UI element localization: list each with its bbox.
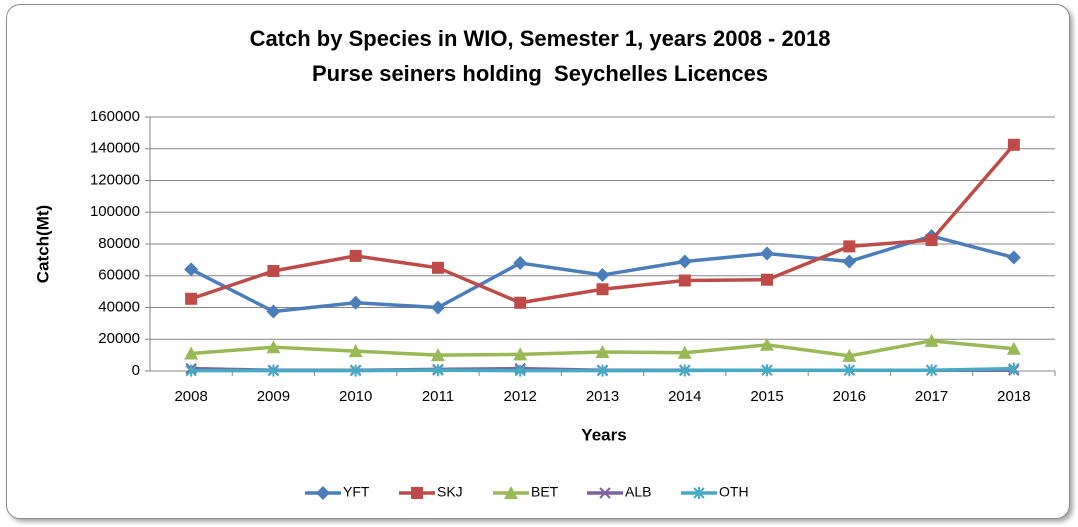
chart-title: Catch by Species in WIO, Semester 1, yea… xyxy=(250,26,831,51)
legend-marker xyxy=(316,486,330,500)
data-point xyxy=(595,267,610,282)
x-tick-label: 2014 xyxy=(668,388,701,405)
legend-label: OTH xyxy=(719,484,749,500)
y-tick-label: 60000 xyxy=(98,267,140,284)
data-point xyxy=(184,346,199,360)
data-point xyxy=(266,304,281,319)
data-point xyxy=(596,283,609,296)
legend-label: SKJ xyxy=(437,484,463,500)
data-point xyxy=(842,254,857,269)
data-point xyxy=(513,256,528,271)
x-tick-label: 2011 xyxy=(422,388,454,405)
y-tick-label: 0 xyxy=(132,362,140,379)
x-axis-label: Years xyxy=(581,425,626,444)
x-tick-label: 2008 xyxy=(174,388,207,405)
y-tick-label: 80000 xyxy=(98,235,140,252)
data-point xyxy=(348,344,363,358)
x-tick-label: 2012 xyxy=(504,388,537,405)
data-point xyxy=(761,273,774,286)
data-point xyxy=(596,364,609,377)
x-tick-label: 2016 xyxy=(833,388,866,405)
data-point xyxy=(677,345,692,359)
y-tick-label: 120000 xyxy=(90,171,140,188)
data-point xyxy=(678,274,691,287)
data-point xyxy=(1008,362,1020,375)
data-point xyxy=(266,340,281,354)
data-point xyxy=(843,364,856,377)
data-point xyxy=(925,234,938,247)
legend-label: BET xyxy=(531,484,559,500)
data-point xyxy=(349,249,362,262)
data-point xyxy=(430,348,445,362)
data-point xyxy=(924,333,939,347)
data-point xyxy=(1006,250,1021,265)
y-tick-label: 40000 xyxy=(98,298,140,315)
data-point xyxy=(184,262,199,277)
x-tick-label: 2015 xyxy=(750,388,783,405)
y-axis-label: Catch(Mt) xyxy=(33,205,52,283)
legend-marker xyxy=(693,487,705,499)
data-point xyxy=(349,364,362,377)
chart-frame xyxy=(6,4,1070,519)
x-tick-label: 2013 xyxy=(586,388,619,405)
x-tick-label: 2017 xyxy=(915,388,948,405)
data-point xyxy=(348,295,363,310)
data-point xyxy=(267,364,280,377)
data-point xyxy=(1006,341,1021,355)
data-point xyxy=(843,240,856,253)
data-point xyxy=(513,347,528,361)
data-point xyxy=(430,300,445,315)
data-point xyxy=(760,246,775,261)
x-tick-label: 2010 xyxy=(339,388,372,405)
y-tick-label: 160000 xyxy=(90,108,140,125)
data-point xyxy=(595,344,610,358)
y-tick-label: 20000 xyxy=(98,330,140,347)
legend-marker xyxy=(411,487,423,499)
y-tick-label: 140000 xyxy=(90,140,140,157)
data-point xyxy=(185,364,197,377)
legend-marker xyxy=(504,486,518,499)
data-point xyxy=(1007,138,1020,151)
data-point xyxy=(760,337,775,351)
data-point xyxy=(185,292,198,305)
data-point xyxy=(431,261,444,274)
legend-label: YFT xyxy=(343,484,370,500)
data-point xyxy=(267,264,280,277)
legend-label: ALB xyxy=(625,484,651,500)
data-point xyxy=(432,364,444,377)
data-point xyxy=(677,254,692,269)
y-tick-label: 100000 xyxy=(90,203,140,220)
data-point xyxy=(842,348,857,362)
data-point xyxy=(679,364,691,377)
x-tick-label: 2009 xyxy=(257,388,290,405)
data-point xyxy=(761,364,773,377)
data-point xyxy=(925,364,938,377)
data-point xyxy=(514,364,526,377)
legend-marker xyxy=(599,487,611,499)
data-point xyxy=(514,296,527,309)
chart-subtitle: Purse seiners holding Seychelles Licence… xyxy=(312,61,768,86)
x-tick-label: 2018 xyxy=(997,388,1030,405)
